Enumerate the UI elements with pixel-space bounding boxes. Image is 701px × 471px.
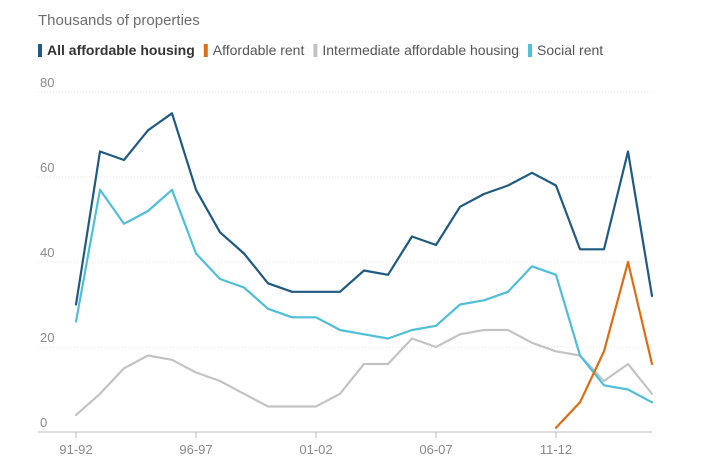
legend-item-label: Affordable rent <box>213 42 305 58</box>
x-tick-label: 96-97 <box>179 442 212 457</box>
y-tick-label: 0 <box>40 415 47 430</box>
y-axis: 80 60 40 20 0 <box>40 75 54 430</box>
y-tick-label: 80 <box>40 75 54 90</box>
series-line-social-rent <box>74 188 654 404</box>
legend-swatch <box>203 44 208 57</box>
x-tick-label: 01-02 <box>299 442 332 457</box>
x-tick-label: 06-07 <box>419 442 452 457</box>
x-tick-label: 11-12 <box>540 442 572 457</box>
legend-item-label: All affordable housing <box>47 42 195 58</box>
x-tick-label: 91-92 <box>59 442 92 457</box>
y-tick-label: 20 <box>40 330 54 345</box>
unit-label: Thousands of properties <box>38 12 200 29</box>
legend-swatch <box>38 44 42 57</box>
y-tick-label: 40 <box>40 245 54 260</box>
gridlines <box>38 91 652 348</box>
series-line-affordable-rent <box>554 260 654 429</box>
series-line-intermediate-affordable-housing <box>74 328 654 417</box>
series-lines <box>74 112 654 429</box>
series-line-all-affordable-housing <box>74 112 654 306</box>
legend-swatch <box>313 44 318 57</box>
y-tick-label: 60 <box>40 160 54 175</box>
legend: All affordable housing Affordable rent Int… <box>38 42 603 58</box>
legend-swatch <box>528 44 533 57</box>
x-axis: 91-92 96-97 01-02 06-07 11-12 <box>38 431 652 457</box>
legend-item-label: Social rent <box>537 42 603 58</box>
legend-item-label: Intermediate affordable housing <box>322 42 519 58</box>
